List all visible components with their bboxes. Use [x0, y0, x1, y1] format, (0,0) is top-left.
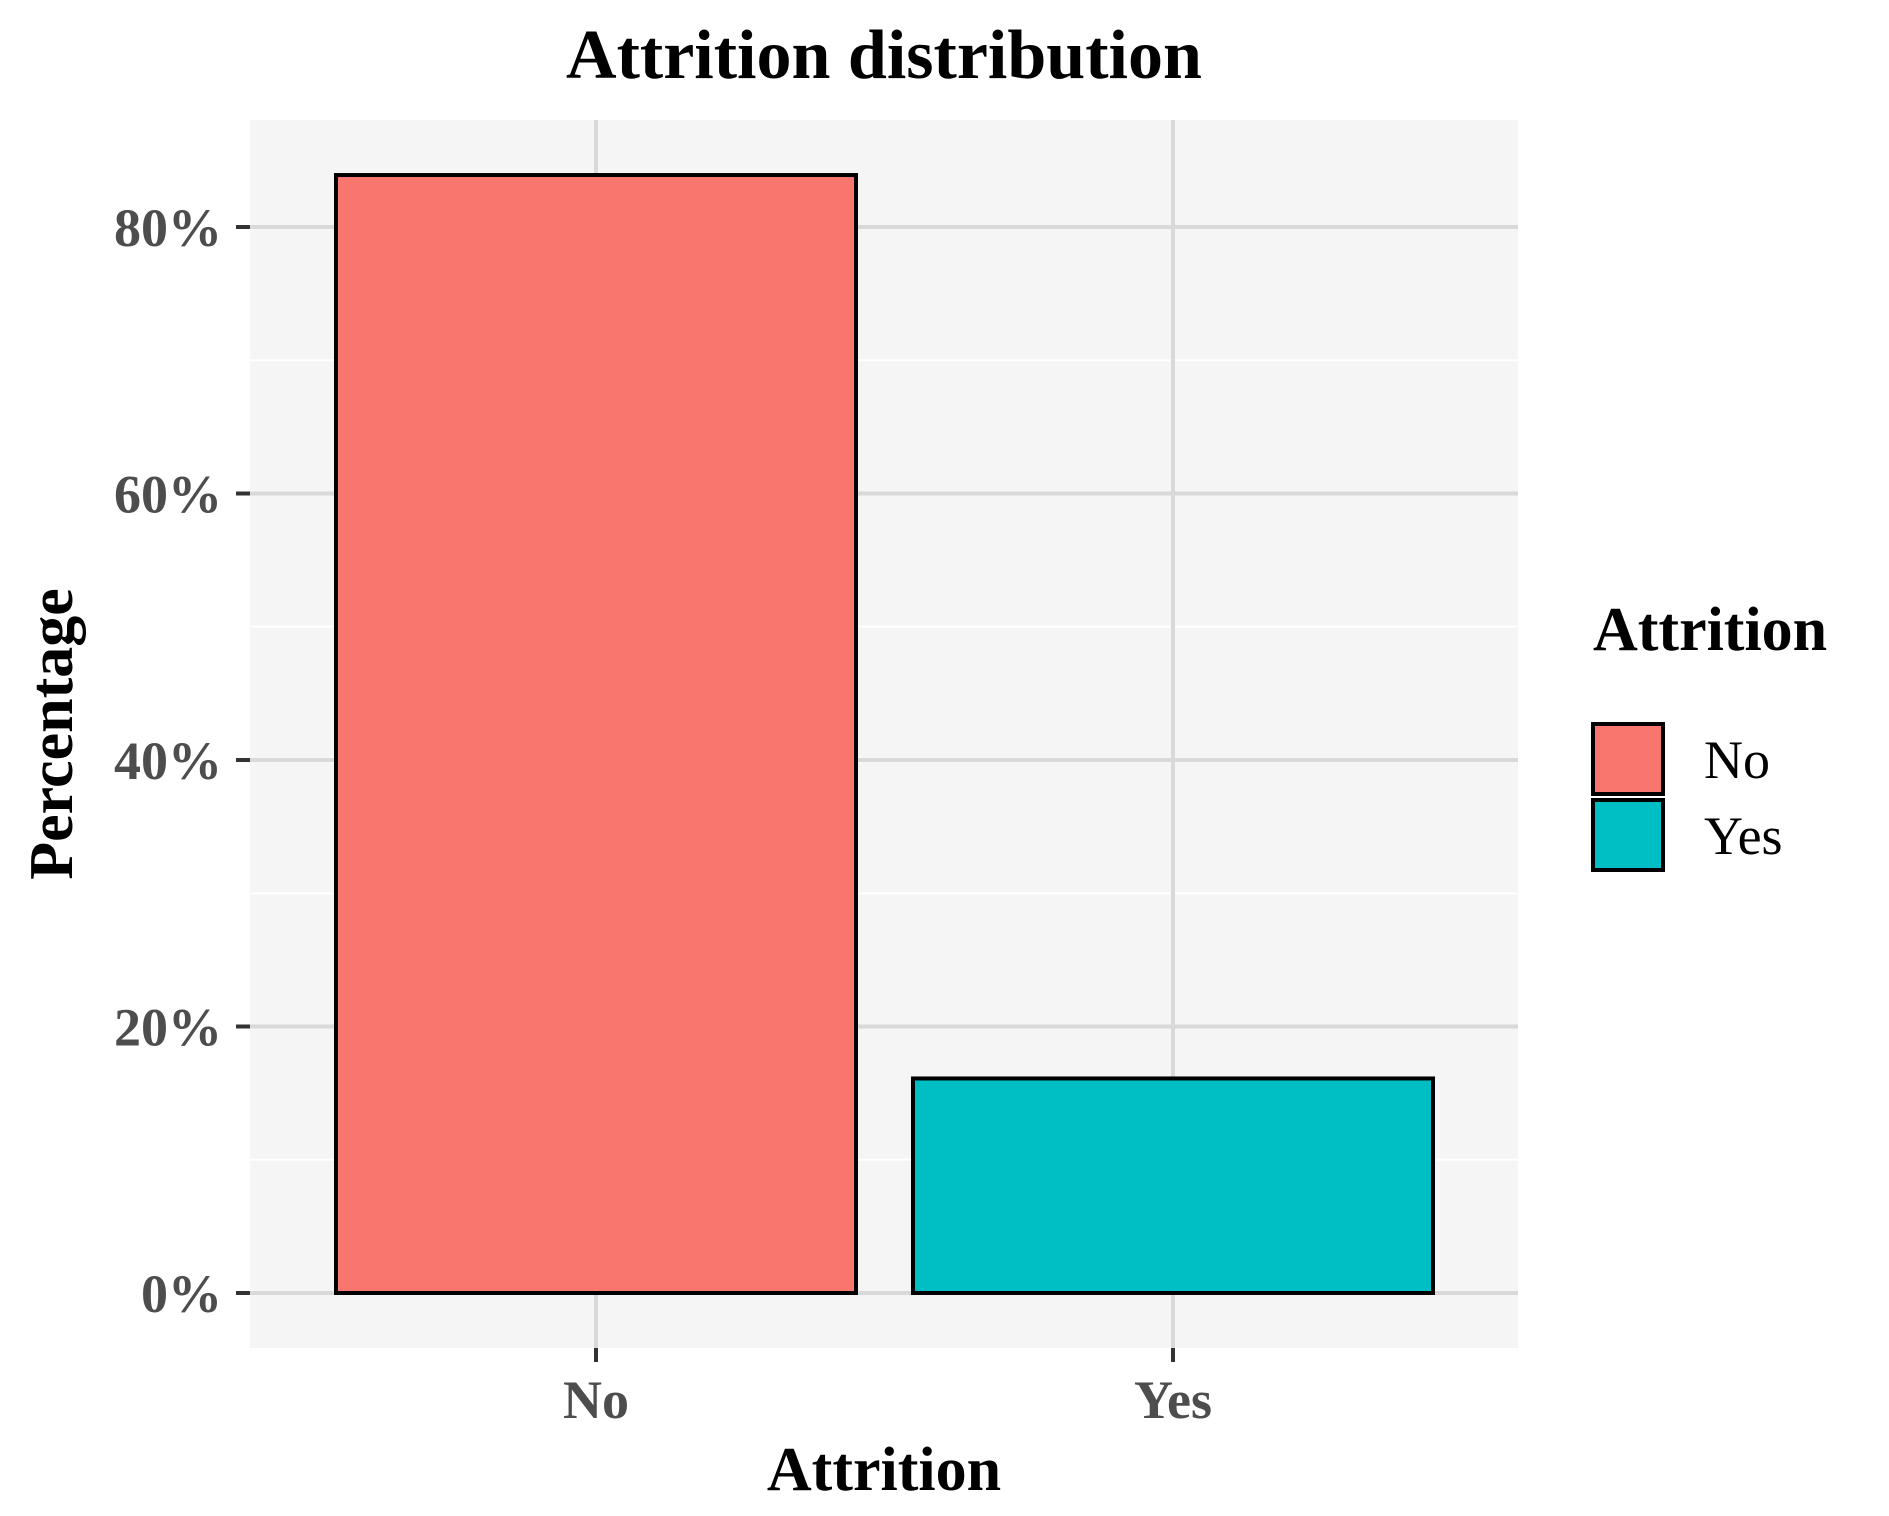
legend-label-no: No [1704, 730, 1770, 790]
y-tick-label: 80% [114, 198, 222, 258]
x-axis-title: Attrition [767, 1436, 1001, 1504]
legend-label-yes: Yes [1704, 806, 1783, 866]
y-tick-label: 60% [114, 465, 222, 525]
y-tick-label: 20% [114, 998, 222, 1058]
y-tick-label: 0% [141, 1264, 222, 1324]
bar-yes [911, 1076, 1435, 1296]
legend-key-no [1591, 722, 1665, 796]
y-axis-title: Percentage [18, 588, 86, 879]
y-axis: 0% 20% 40% 60% 80% [114, 198, 250, 1324]
legend-title: Attrition [1593, 596, 1827, 664]
chart-title: Attrition distribution [566, 17, 1202, 94]
legend-key-yes [1591, 798, 1665, 872]
x-tick-label: No [563, 1370, 629, 1430]
legend: Attrition No Yes [1591, 596, 1827, 872]
y-tick-label: 40% [114, 731, 222, 791]
bars-group [334, 173, 1435, 1296]
bar-no [334, 173, 858, 1296]
x-tick-label: Yes [1134, 1370, 1212, 1430]
x-axis: No Yes [563, 1348, 1212, 1430]
